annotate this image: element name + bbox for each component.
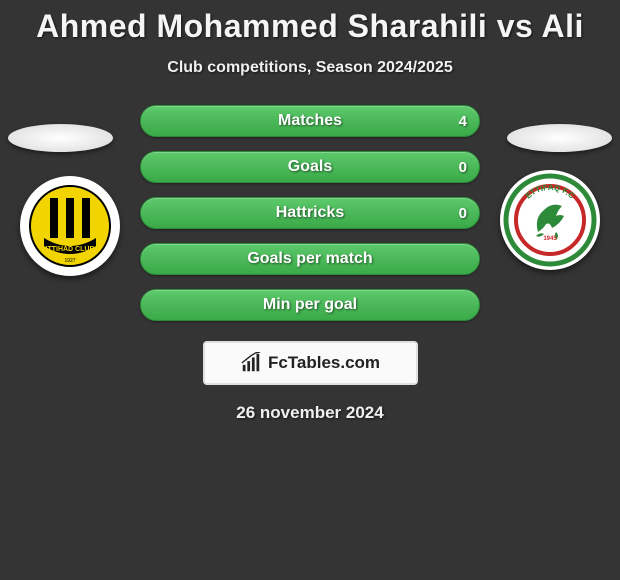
stat-bar-label: Hattricks (141, 198, 479, 228)
page-title: Ahmed Mohammed Sharahili vs Ali (0, 0, 620, 45)
stat-bars: Matches4Goals0Hattricks0Goals per matchM… (140, 105, 480, 321)
brand-box: FcTables.com (203, 341, 418, 385)
stat-bar-right-value: 0 (459, 152, 467, 182)
subtitle: Club competitions, Season 2024/2025 (0, 59, 620, 77)
stat-bar-right-value: 4 (459, 106, 467, 136)
stat-bar-label: Matches (141, 106, 479, 136)
brand-text: FcTables.com (268, 353, 380, 373)
chart-icon (240, 352, 262, 374)
stat-bar-label: Min per goal (141, 290, 479, 320)
stat-bar: Min per goal (140, 289, 480, 321)
date-text: 26 november 2024 (0, 403, 620, 423)
stat-bar: Hattricks0 (140, 197, 480, 229)
stat-bar: Goals per match (140, 243, 480, 275)
stat-bar-label: Goals (141, 152, 479, 182)
stat-bar: Matches4 (140, 105, 480, 137)
stat-bar-right-value: 0 (459, 198, 467, 228)
stat-bar: Goals0 (140, 151, 480, 183)
stat-bar-label: Goals per match (141, 244, 479, 274)
